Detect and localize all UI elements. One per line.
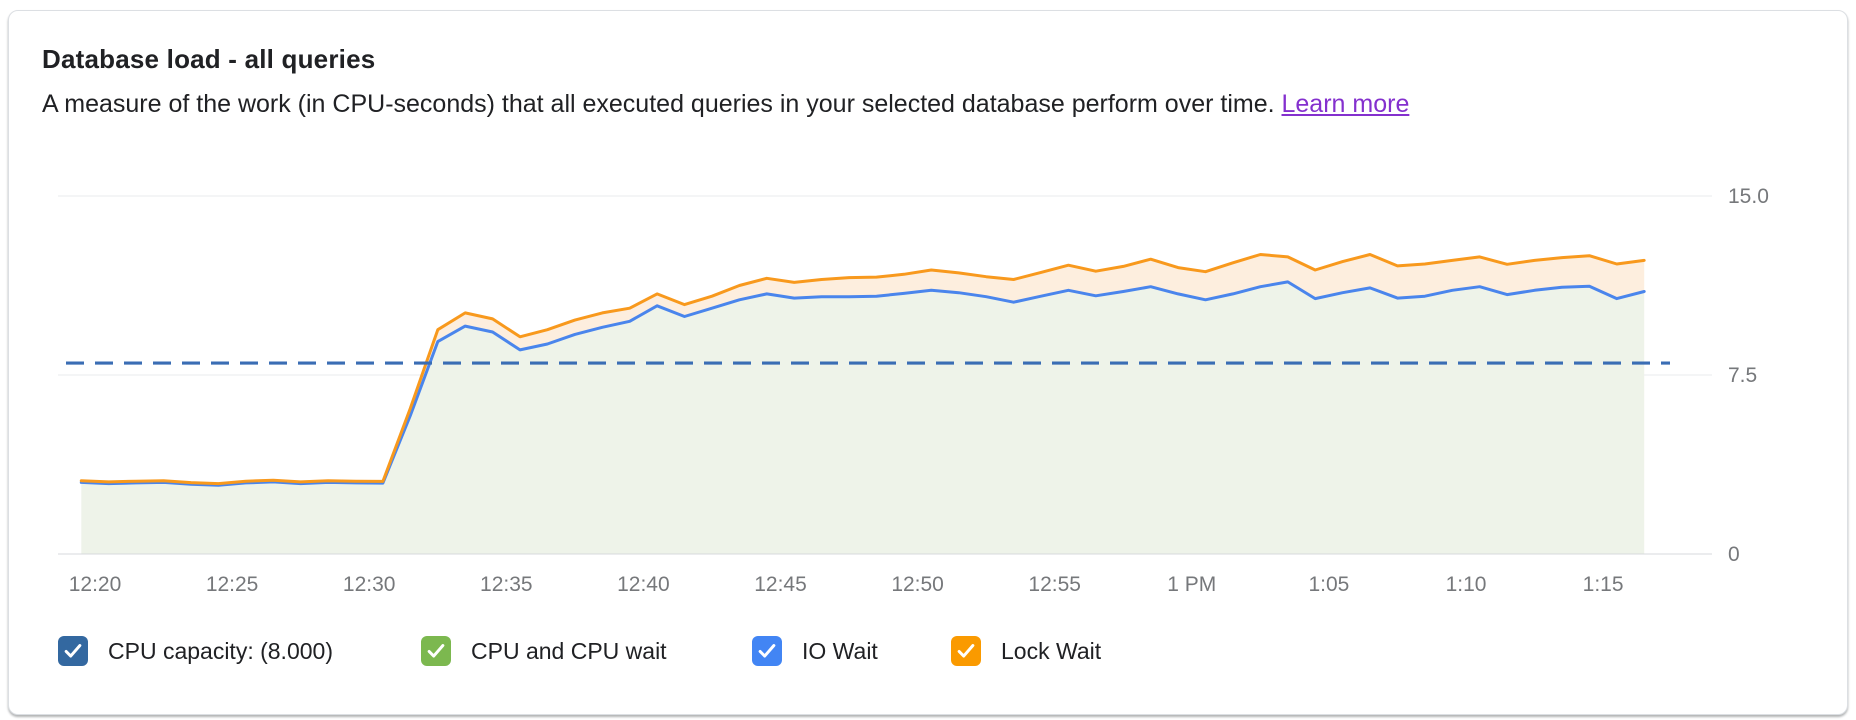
- x-tick-label: 12:30: [343, 573, 396, 596]
- legend-label: CPU and CPU wait: [471, 637, 667, 664]
- page-title: Database load - all queries: [42, 44, 376, 74]
- y-tick-label: 15.0: [1728, 185, 1769, 208]
- legend-label: IO Wait: [802, 637, 878, 664]
- checkbox-checked-icon[interactable]: [951, 636, 981, 666]
- io-wait-line: [79, 280, 1646, 487]
- lock-wait-area-fill: [81, 254, 1645, 486]
- legend-label: Lock Wait: [1001, 637, 1102, 664]
- x-tick-label: 12:45: [754, 573, 807, 596]
- subtitle-text: A measure of the work (in CPU-seconds) t…: [42, 90, 1275, 118]
- x-tick-label: 12:25: [206, 573, 259, 596]
- y-tick-label: 0: [1728, 543, 1740, 566]
- learn-more-link[interactable]: Learn more: [1281, 90, 1410, 118]
- x-tick-label: 12:55: [1028, 573, 1081, 596]
- legend-label: CPU capacity: (8.000): [108, 637, 333, 664]
- x-tick-label: 1:05: [1308, 573, 1349, 596]
- x-tick-label: 1:15: [1583, 573, 1624, 596]
- cpu-area-fill: [81, 281, 1645, 554]
- x-tick-label: 12:50: [891, 573, 944, 596]
- x-tick-label: 1 PM: [1167, 573, 1216, 596]
- checkbox-checked-icon[interactable]: [58, 636, 88, 666]
- legend-item-cpu-and-cpu-wait[interactable]: CPU and CPU wait: [421, 635, 667, 667]
- x-tick-label: 12:20: [69, 573, 122, 596]
- legend-item-cpu-capacity[interactable]: CPU capacity: (8.000): [58, 635, 333, 667]
- legend-item-io-wait[interactable]: IO Wait: [752, 635, 878, 667]
- legend-item-lock-wait[interactable]: Lock Wait: [951, 635, 1101, 667]
- chart-legend: CPU capacity: (8.000) CPU and CPU wait I…: [0, 635, 1856, 669]
- x-tick-label: 1:10: [1446, 573, 1487, 596]
- y-tick-label: 7.5: [1728, 364, 1757, 387]
- lock-wait-line: [79, 253, 1646, 486]
- checkbox-checked-icon[interactable]: [752, 636, 782, 666]
- x-tick-label: 12:35: [480, 573, 533, 596]
- x-tick-label: 12:40: [617, 573, 670, 596]
- card-subtitle: A measure of the work (in CPU-seconds) t…: [42, 90, 1409, 119]
- checkbox-checked-icon[interactable]: [421, 636, 451, 666]
